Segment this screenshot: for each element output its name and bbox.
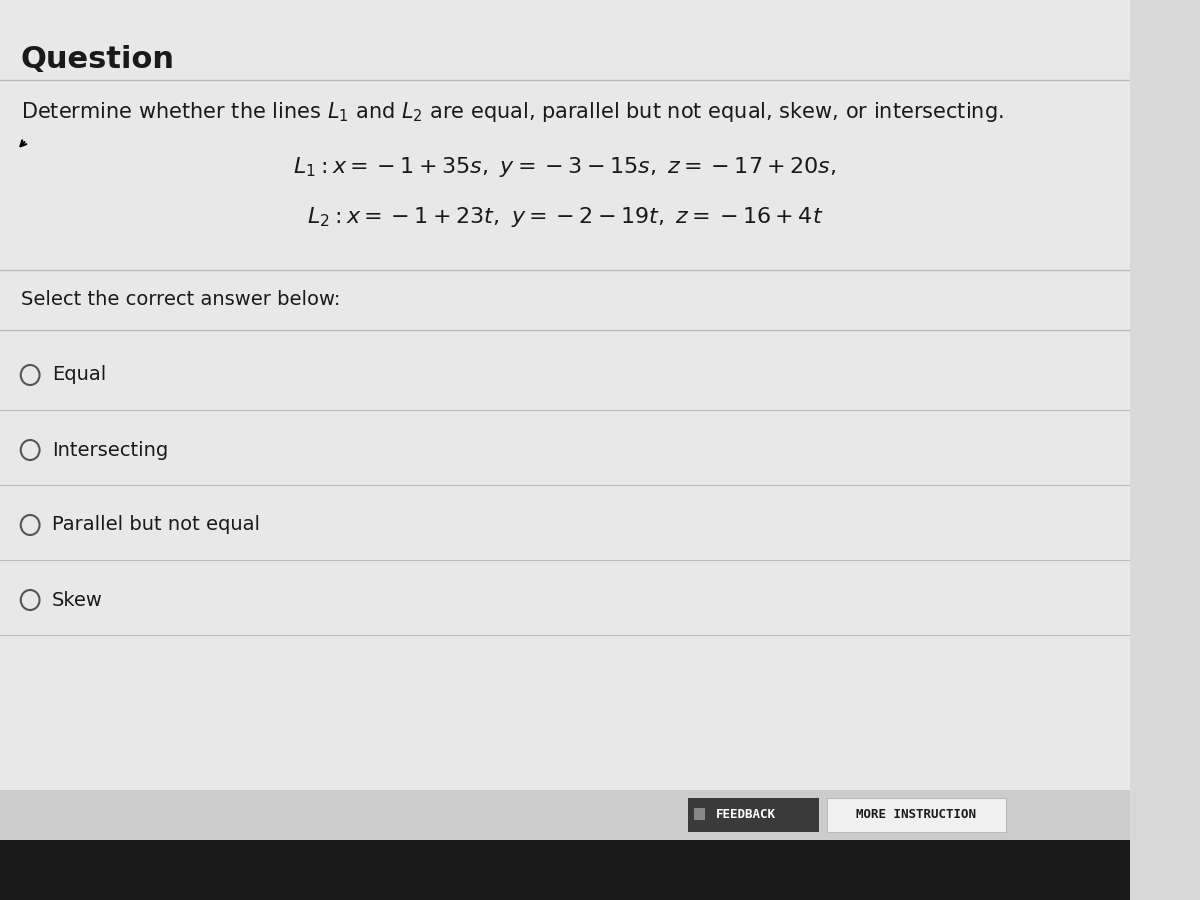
Text: Parallel but not equal: Parallel but not equal	[52, 516, 259, 535]
FancyBboxPatch shape	[688, 798, 820, 832]
Text: Equal: Equal	[52, 365, 106, 384]
FancyBboxPatch shape	[0, 840, 1130, 900]
FancyBboxPatch shape	[827, 798, 1006, 832]
Text: $L_1 : x = -1 + 35s,\ y = -3 - 15s,\ z = -17 + 20s,$: $L_1 : x = -1 + 35s,\ y = -3 - 15s,\ z =…	[294, 155, 836, 179]
Text: FEEDBACK: FEEDBACK	[715, 808, 775, 822]
FancyBboxPatch shape	[694, 808, 706, 820]
Text: Skew: Skew	[52, 590, 103, 609]
FancyBboxPatch shape	[0, 790, 1130, 840]
Text: $L_2 : x = -1 + 23t,\ y = -2 - 19t,\ z = -16 + 4t$: $L_2 : x = -1 + 23t,\ y = -2 - 19t,\ z =…	[307, 205, 823, 229]
Text: MORE INSTRUCTION: MORE INSTRUCTION	[857, 808, 977, 822]
Text: Intersecting: Intersecting	[52, 440, 168, 460]
Text: Determine whether the lines $L_1$ and $L_2$ are equal, parallel but not equal, s: Determine whether the lines $L_1$ and $L…	[20, 100, 1003, 124]
Text: Select the correct answer below:: Select the correct answer below:	[20, 290, 340, 309]
FancyBboxPatch shape	[0, 0, 1130, 840]
Text: Question: Question	[20, 45, 175, 74]
